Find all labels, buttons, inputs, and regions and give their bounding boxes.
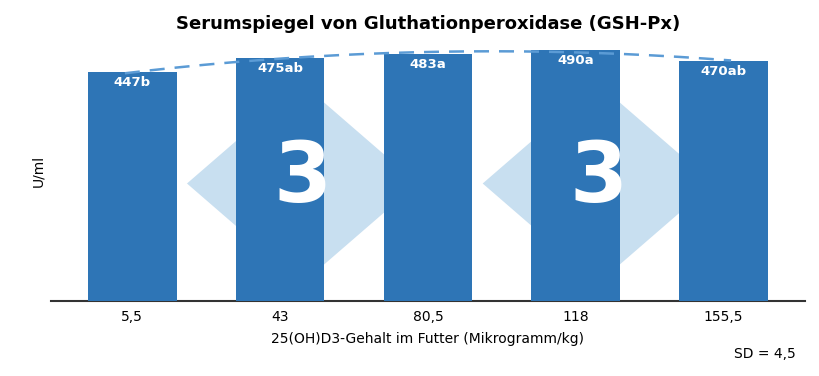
Text: SD = 4,5: SD = 4,5 (733, 347, 794, 361)
Text: 3: 3 (273, 138, 331, 219)
Text: 470ab: 470ab (699, 65, 746, 78)
Text: 3: 3 (568, 138, 627, 219)
Bar (383, 54, 472, 301)
Title: Serumspiegel von Gluthationperoxidase (GSH-Px): Serumspiegel von Gluthationperoxidase (G… (175, 15, 679, 33)
Text: /: / (434, 143, 465, 224)
Text: 475ab: 475ab (257, 62, 303, 75)
Bar (88, 72, 176, 301)
Text: 447b: 447b (114, 76, 151, 89)
Polygon shape (187, 83, 417, 284)
Bar (531, 50, 619, 301)
Y-axis label: U/ml: U/ml (31, 155, 45, 187)
Polygon shape (482, 83, 713, 284)
Text: 483a: 483a (410, 58, 446, 71)
Bar (678, 61, 767, 301)
Bar (236, 58, 324, 301)
Text: 490a: 490a (557, 55, 594, 67)
X-axis label: 25(OH)D3-Gehalt im Futter (Mikrogramm/kg): 25(OH)D3-Gehalt im Futter (Mikrogramm/kg… (271, 332, 584, 346)
